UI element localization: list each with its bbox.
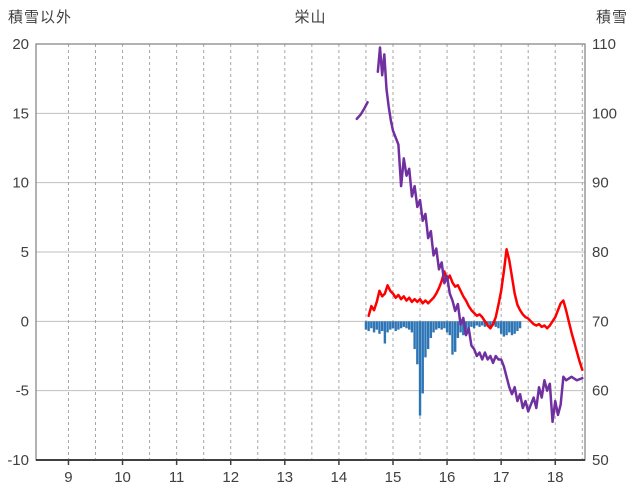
left-tick-label: 5 — [21, 244, 29, 261]
right-tick-label: 110 — [592, 36, 616, 53]
x-tick-label: 16 — [439, 469, 456, 486]
x-tick-label: 14 — [331, 469, 348, 486]
left-tick-label: -10 — [7, 452, 29, 469]
right-axis-title: 積雪 — [595, 9, 628, 26]
left-tick-label: 20 — [12, 36, 29, 53]
left-tick-label: 0 — [21, 313, 29, 330]
left-tick-label: -5 — [16, 383, 29, 400]
right-tick-label: 90 — [592, 175, 609, 192]
x-tick-label: 11 — [169, 469, 185, 486]
left-tick-label: 15 — [12, 105, 29, 122]
x-tick-label: 15 — [385, 469, 402, 486]
x-tick-label: 17 — [493, 469, 510, 486]
x-tick-label: 9 — [64, 469, 72, 486]
right-tick-label: 60 — [592, 383, 609, 400]
right-tick-label: 70 — [592, 313, 609, 330]
x-tick-label: 18 — [547, 469, 564, 486]
x-tick-label: 13 — [276, 469, 293, 486]
right-tick-label: 50 — [592, 452, 609, 469]
x-tick-label: 10 — [114, 469, 131, 486]
chart-title: 栄山 — [294, 9, 327, 26]
x-tick-label: 12 — [222, 469, 239, 486]
left-tick-label: 10 — [12, 175, 29, 192]
right-tick-label: 100 — [592, 105, 617, 122]
right-tick-label: 80 — [592, 244, 609, 261]
left-axis-title: 積雪以外 — [8, 9, 73, 26]
